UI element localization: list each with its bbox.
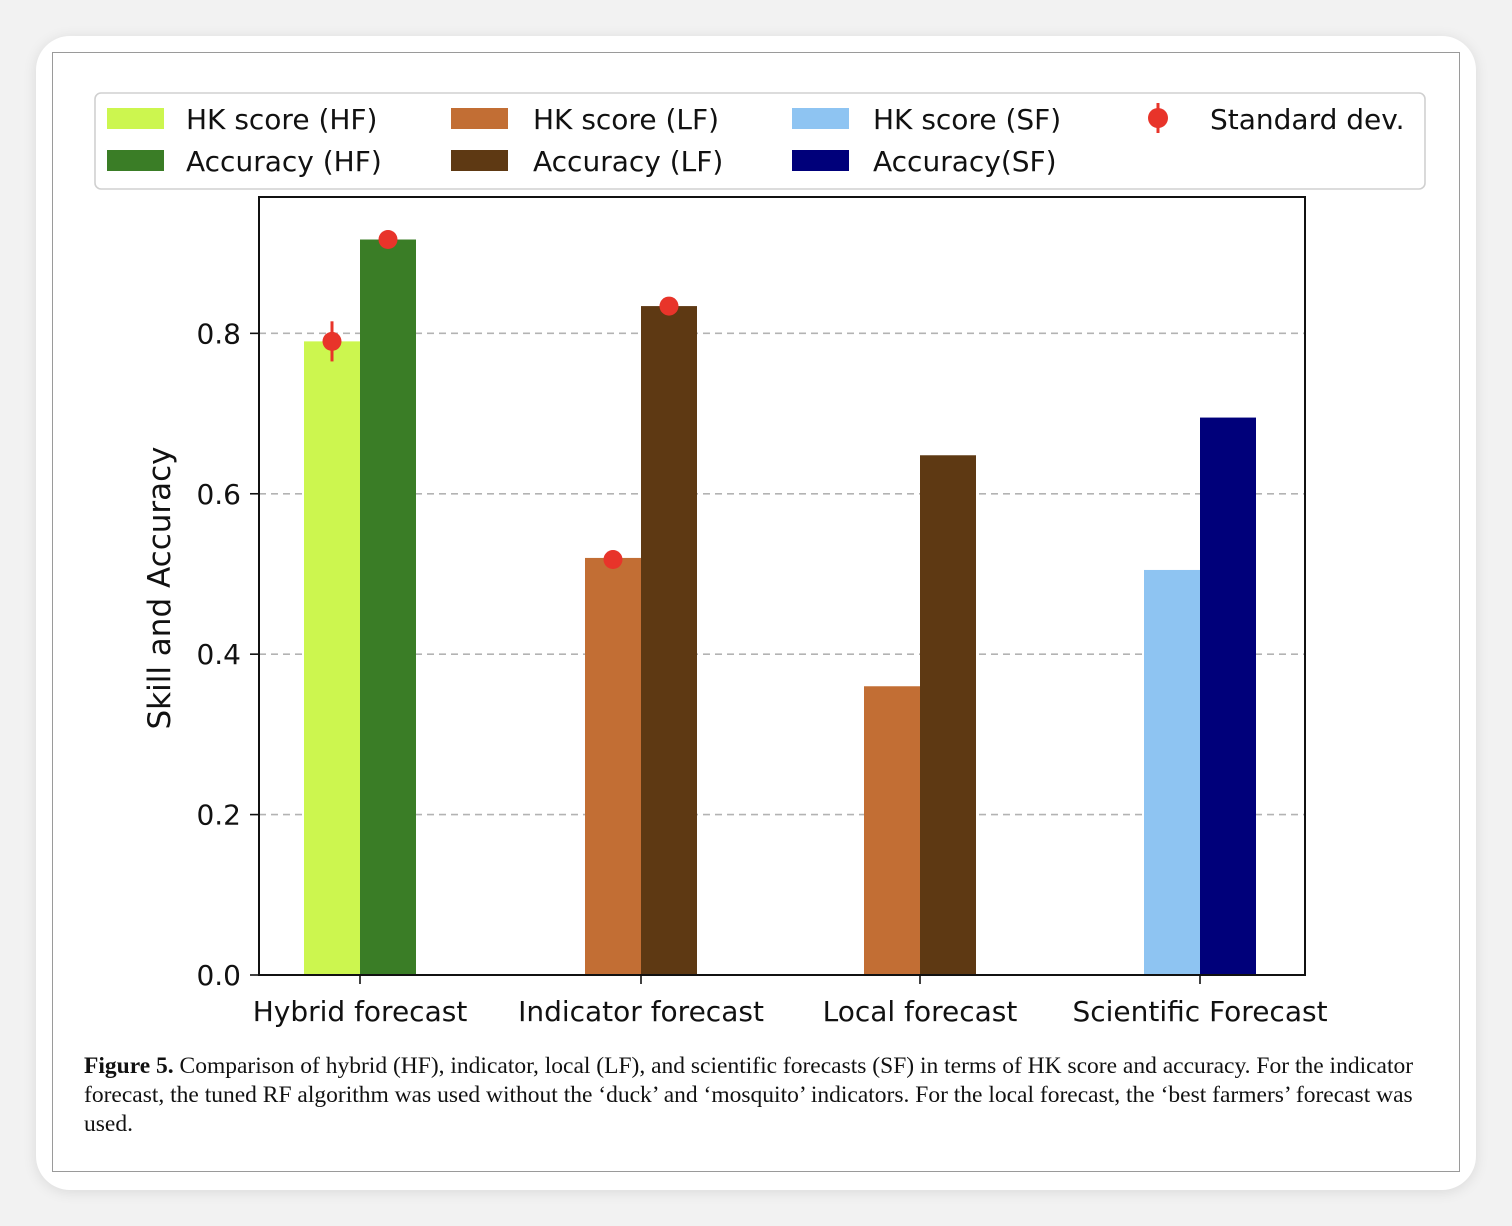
standard-dev-markers [322, 230, 679, 570]
y-tick-label: 0.4 [196, 638, 241, 671]
legend: HK score (HF) Accuracy (HF) HK score (LF) A… [94, 92, 1426, 190]
y-axis-label: Skill and Accuracy [142, 446, 178, 729]
legend-label: Accuracy (LF) [533, 145, 723, 178]
legend-swatch [792, 150, 849, 171]
bar-accuracy-sf [1200, 417, 1256, 975]
bar-hk-score-lf [864, 686, 920, 975]
caption-text: Comparison of hybrid (HF), indicator, lo… [84, 1053, 1414, 1137]
x-tick-label: Scientific Forecast [1072, 995, 1327, 1028]
legend-label: Accuracy(SF) [873, 145, 1057, 178]
bar-hk-score-lf [585, 557, 641, 975]
legend-label: HK score (SF) [873, 103, 1061, 136]
standard-dev-point [659, 296, 679, 316]
legend-label: HK score (HF) [186, 103, 377, 136]
legend-label: Standard dev. [1210, 103, 1405, 136]
bar-accuracy-lf [920, 455, 976, 975]
standard-dev-point [378, 230, 398, 250]
legend-errorbar-point [1148, 108, 1168, 128]
axes: 0.0 0.2 0.4 0.6 0.8 Hybrid forecast Indicator … [196, 196, 1328, 1028]
legend-frame [94, 92, 1426, 190]
plot-frame [258, 196, 1306, 976]
bars [304, 239, 1256, 976]
x-tick-label: Local forecast [823, 995, 1018, 1028]
legend-swatch [792, 108, 849, 129]
y-tick-label: 0.8 [196, 317, 241, 350]
y-tick-label: 0.2 [196, 799, 241, 832]
legend-swatch [107, 108, 164, 129]
bar-hk-score-sf [1144, 569, 1200, 975]
legend-swatch [107, 150, 164, 171]
x-tick-label: Indicator forecast [518, 995, 764, 1028]
y-tick-label: 0.0 [196, 959, 241, 992]
standard-dev-point [322, 331, 342, 351]
figure-caption: Figure 5. Comparison of hybrid (HF), ind… [84, 1052, 1414, 1139]
x-tick-label: Hybrid forecast [253, 995, 468, 1028]
legend-swatch [451, 108, 508, 129]
standard-dev-point [603, 550, 623, 570]
caption-label: Figure 5. [84, 1053, 174, 1079]
bar-hk-score-hf [304, 341, 360, 976]
legend-label: HK score (LF) [533, 103, 719, 136]
grid-lines [259, 332, 1305, 816]
bar-accuracy-lf [641, 306, 697, 975]
bar-accuracy-hf [360, 239, 416, 975]
legend-label: Accuracy (HF) [186, 145, 382, 178]
y-tick-label: 0.6 [196, 478, 241, 511]
legend-swatch [451, 150, 508, 171]
